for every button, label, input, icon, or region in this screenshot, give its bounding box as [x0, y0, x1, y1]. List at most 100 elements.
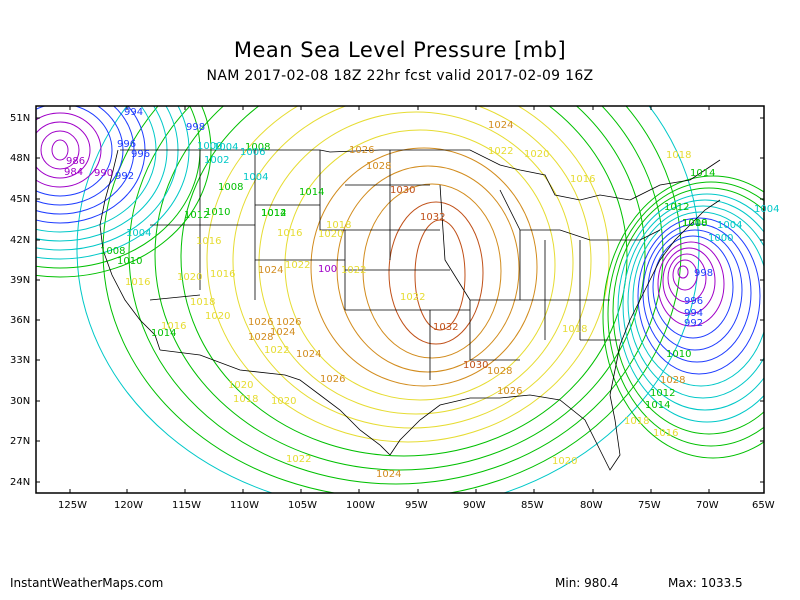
isobar-label: 1014: [645, 400, 670, 411]
isobar-label: 1016: [210, 269, 235, 280]
isobar-label: 1010: [682, 218, 707, 229]
isobar-label: 1012: [261, 208, 286, 219]
isobar-label: 1024: [296, 349, 321, 360]
isobar-label: 1014: [299, 187, 324, 198]
isobar-label: 1018: [233, 394, 258, 405]
lat-label: 36N: [10, 315, 31, 326]
isobar: [632, 211, 764, 387]
isobar-label: 1016: [196, 236, 221, 247]
isobar-label: 1028: [366, 161, 391, 172]
isobar-label: 1000: [708, 233, 733, 244]
isobar-label: 1016: [653, 428, 678, 439]
isobar: [612, 187, 764, 435]
isobar-label: 1008: [100, 246, 125, 257]
state-borders: [99, 149, 721, 471]
isobar: [51, 139, 69, 161]
lon-label: 75W: [638, 500, 661, 511]
isobar-label: 986: [66, 156, 85, 167]
isobar-label: 1002: [204, 155, 229, 166]
isobar-label: 1008: [245, 142, 270, 153]
isobar-label: 1018: [562, 324, 587, 335]
map-title: Mean Sea Level Pressure [mb]: [233, 38, 567, 62]
isobar: [627, 205, 764, 399]
isobar-label: 1022: [488, 146, 513, 157]
isobar: [36, 106, 113, 197]
lat-label: 42N: [10, 235, 31, 246]
lon-label: 100W: [346, 500, 375, 511]
isobar: [258, 111, 574, 415]
isobar-label: 1008: [682, 218, 707, 229]
lon-label: 70W: [696, 500, 719, 511]
isobar-label: 1004: [126, 228, 151, 239]
isobar-label: 1032: [433, 322, 458, 333]
isobar-label: 1026: [248, 317, 273, 328]
isobar-label: 1010: [666, 349, 691, 360]
max-value: 1033.5: [700, 576, 743, 590]
isobar: [637, 217, 761, 375]
isobar: [36, 106, 124, 206]
lat-label: 30N: [10, 396, 31, 407]
isobar: [667, 253, 707, 303]
lon-label: 85W: [521, 500, 544, 511]
isobar-label: 1012: [664, 202, 689, 213]
isobar-label: 1018: [190, 297, 215, 308]
min-value: 980.4: [584, 576, 619, 590]
isobar-label: 1032: [420, 212, 445, 223]
lon-label: 120W: [114, 500, 143, 511]
isobar-label: 994: [684, 308, 703, 319]
lon-label: 115W: [172, 500, 201, 511]
isobar-label: 1020: [524, 149, 549, 160]
isobar-label: 1010: [117, 256, 142, 267]
isobar-label: 998: [694, 268, 713, 279]
isobar-label: 1020: [205, 311, 230, 322]
isobar-label: 1008: [218, 182, 243, 193]
isobar: [617, 193, 764, 423]
isobar-label: 1026: [349, 145, 374, 156]
isobar-label: 1004: [243, 172, 268, 183]
isobar: [310, 147, 538, 387]
isobar-label: 1024: [488, 120, 513, 131]
lat-label: 48N: [10, 153, 31, 164]
isobar-label: 1012: [184, 210, 209, 221]
isobar-label: 1028: [487, 366, 512, 377]
isobar: [652, 235, 734, 339]
isobar-label: 996: [131, 149, 150, 160]
lon-label: 105W: [288, 500, 317, 511]
isobar: [336, 165, 520, 373]
isobar-label: 1020: [177, 272, 202, 283]
lat-label: 51N: [10, 113, 31, 124]
isobar-label: 1014: [261, 208, 286, 219]
map-subtitle: NAM 2017-02-08 18Z 22hr fcst valid 2017-…: [206, 68, 594, 84]
lon-label: 110W: [230, 500, 259, 511]
max-pressure: Max: 1033.5: [668, 576, 743, 590]
isobar-label: 1016: [277, 228, 302, 239]
isobar-label: 992: [684, 318, 703, 329]
isobar-label: 1006: [240, 147, 265, 158]
isobar: [128, 106, 664, 485]
isobar-label: 1022: [264, 345, 289, 356]
isobar-label: 1004: [754, 204, 779, 215]
max-label: Max:: [668, 576, 697, 590]
isobar-label: 1004: [717, 220, 742, 231]
isobar-label: 1016: [125, 277, 150, 288]
lon-label: 80W: [580, 500, 603, 511]
isobar-label: 1022: [400, 292, 425, 303]
isobar-label: 1020: [552, 456, 577, 467]
isobar-label: 1014: [690, 168, 715, 179]
isobar: [206, 106, 610, 443]
isobar: [154, 106, 646, 471]
isobar-label: 992: [115, 171, 134, 182]
isobar-label: 1016: [570, 174, 595, 185]
isobar-label: 1010: [205, 207, 230, 218]
isobar: [672, 259, 698, 291]
isobar-label: 1018: [666, 150, 691, 161]
isobar-label: 998: [186, 122, 205, 133]
isobar-label: 1022: [286, 454, 311, 465]
min-pressure: Min: 980.4: [555, 576, 619, 590]
isobar-label: 1030: [390, 185, 415, 196]
isobar-label: 1026: [497, 386, 522, 397]
lat-label: 33N: [10, 355, 31, 366]
lon-label: 90W: [463, 500, 486, 511]
lat-label: 39N: [10, 275, 31, 286]
